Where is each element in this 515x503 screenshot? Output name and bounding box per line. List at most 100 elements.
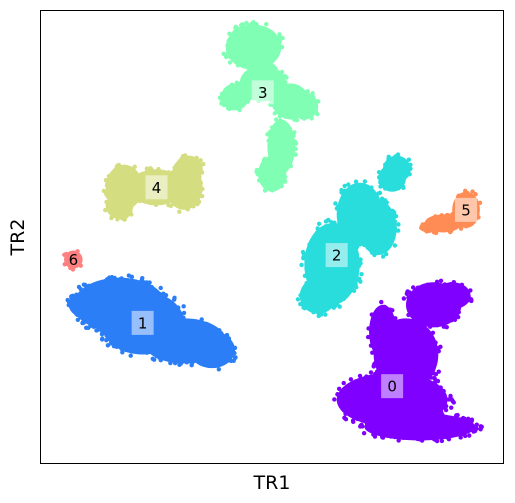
cluster-5-point	[426, 221, 431, 226]
cluster-1-point	[123, 315, 128, 320]
cluster-5-point	[462, 188, 468, 194]
cluster-0-point	[388, 360, 393, 365]
cluster-4-point	[127, 172, 133, 177]
cluster-0-point	[407, 354, 412, 359]
cluster-1-point	[96, 327, 101, 332]
cluster-1-point	[150, 291, 155, 296]
cluster-1-point	[194, 325, 199, 331]
cluster-2-point	[364, 237, 370, 243]
cluster-1-point	[102, 298, 108, 303]
cluster-4-point	[104, 191, 109, 197]
cluster-1-point	[110, 337, 115, 342]
cluster-2-point	[375, 237, 381, 243]
cluster-2-point	[326, 297, 332, 303]
cluster-1-point	[198, 361, 204, 366]
cluster-2-point	[308, 260, 314, 266]
cluster-1-point	[207, 348, 213, 353]
cluster-4-point	[181, 177, 187, 182]
cluster-4-point	[169, 188, 174, 194]
cluster-2-point	[314, 302, 319, 307]
cluster-0-point	[420, 304, 426, 310]
cluster-1-point	[110, 310, 115, 315]
cluster-0-point	[388, 413, 394, 418]
cluster-1-point	[153, 319, 159, 325]
cluster-2-point	[301, 288, 306, 294]
cluster-2-point	[351, 288, 357, 294]
cluster-1-point	[157, 291, 162, 297]
cluster-1-point	[151, 357, 157, 362]
cluster-2-point	[339, 229, 344, 235]
cluster-2-point	[317, 288, 322, 293]
cluster-2-point	[329, 285, 334, 291]
cluster-0-point	[448, 304, 453, 309]
cluster-2-point	[347, 260, 353, 265]
cluster-2-point	[316, 221, 322, 226]
cluster-3-point	[283, 146, 288, 151]
cluster-5-point	[467, 221, 472, 226]
cluster-0-point	[363, 382, 368, 388]
cluster-2-point	[357, 192, 362, 198]
cluster-0-point	[412, 290, 417, 295]
cluster-1-point	[178, 333, 183, 338]
cluster-0-point	[397, 347, 402, 352]
cluster-2-point	[361, 208, 366, 213]
cluster-0-point	[404, 415, 409, 420]
cluster-1-point	[99, 316, 105, 322]
cluster-2-point	[337, 304, 342, 309]
cluster-0-point	[372, 371, 378, 377]
cluster-3-point	[242, 93, 247, 98]
cluster-1-point	[124, 308, 130, 314]
cluster-1-point	[126, 305, 132, 310]
cluster-4-point	[186, 192, 191, 198]
cluster-0-point	[439, 438, 445, 444]
cluster-0-point	[389, 429, 395, 434]
cluster-2-point	[388, 171, 394, 176]
cluster-0-point	[360, 388, 365, 394]
cluster-0-point	[353, 379, 358, 384]
cluster-5-point	[426, 227, 431, 232]
cluster-1-point	[154, 295, 160, 301]
cluster-4-point	[153, 202, 158, 207]
cluster-1-point	[105, 343, 111, 348]
cluster-5-point	[419, 225, 424, 231]
cluster-0-point	[413, 345, 419, 350]
cluster-1-point	[160, 331, 165, 336]
cluster-2-point	[350, 276, 355, 282]
cluster-1-point	[208, 352, 213, 358]
cluster-0-point	[370, 343, 375, 348]
cluster-0-point	[378, 397, 384, 402]
cluster-3-point	[269, 125, 275, 130]
cluster-3-point	[281, 133, 286, 138]
cluster-3-point	[270, 174, 275, 179]
cluster-0-point	[400, 435, 406, 440]
cluster-0-point	[357, 393, 362, 398]
cluster-2-point	[389, 177, 395, 183]
cluster-0-point	[396, 438, 401, 443]
cluster-1-point	[187, 318, 192, 324]
cluster-0-point	[454, 304, 459, 309]
cluster-0-point	[385, 324, 390, 329]
cluster-1-point	[128, 353, 133, 358]
cluster-2-point	[370, 213, 375, 219]
cluster-1-point	[232, 345, 238, 351]
cluster-3-point	[224, 100, 230, 105]
cluster-1-point	[146, 293, 152, 299]
cluster-3-point	[254, 167, 260, 173]
cluster-0-point	[430, 384, 436, 389]
cluster-0-point	[407, 387, 413, 392]
cluster-0-point	[430, 330, 436, 335]
cluster-5-point	[448, 216, 453, 222]
cluster-3-point	[279, 44, 285, 50]
cluster-4-point	[191, 204, 196, 209]
cluster-0-point	[434, 287, 440, 293]
cluster-5-point	[420, 222, 426, 227]
cluster-2-point	[385, 234, 390, 239]
cluster-2	[295, 152, 413, 319]
cluster-3-point	[242, 30, 247, 35]
cluster-2-point	[351, 192, 356, 197]
cluster-2-point	[361, 183, 366, 188]
cluster-3-point	[237, 107, 242, 113]
cluster-0-point	[420, 416, 426, 422]
cluster-3-point	[308, 113, 313, 118]
